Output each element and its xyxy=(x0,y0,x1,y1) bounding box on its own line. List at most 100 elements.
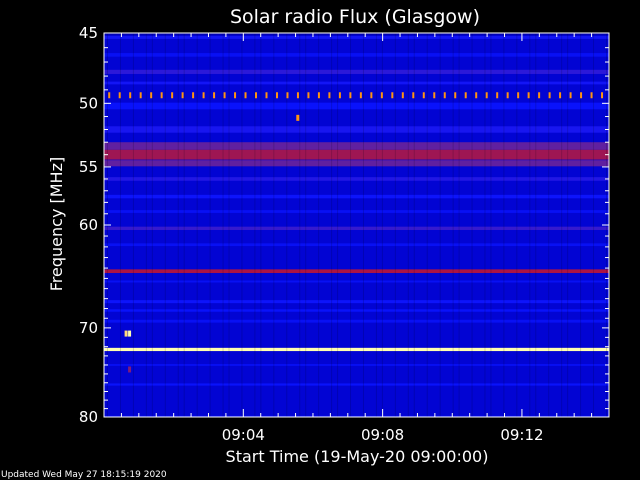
time-stripe xyxy=(567,33,569,417)
periodic-burst-mark xyxy=(496,92,499,99)
periodic-burst-mark xyxy=(296,92,299,99)
periodic-burst-mark xyxy=(171,92,174,99)
time-stripe xyxy=(362,33,364,417)
periodic-burst-mark xyxy=(265,92,268,99)
y-tick-label: 50 xyxy=(79,94,98,112)
periodic-burst-mark xyxy=(380,92,383,99)
frequency-band xyxy=(104,364,609,366)
time-stripe xyxy=(254,33,256,417)
time-stripe xyxy=(331,33,333,417)
frequency-band xyxy=(104,33,609,35)
periodic-burst-mark xyxy=(244,92,247,99)
time-stripe xyxy=(222,33,224,417)
time-stripe xyxy=(318,33,320,417)
y-axis-label: Frequency [MHz] xyxy=(47,157,66,291)
periodic-burst-mark xyxy=(202,92,205,99)
time-stripe xyxy=(375,33,377,417)
y-tick-label: 80 xyxy=(79,408,98,426)
y-tick-label: 45 xyxy=(79,24,98,42)
frequency-band xyxy=(104,53,609,57)
time-stripe xyxy=(561,33,563,417)
periodic-burst-mark xyxy=(391,92,394,99)
periodic-burst-mark xyxy=(286,92,289,99)
time-stripe xyxy=(593,33,595,417)
y-tick-label: 70 xyxy=(79,319,98,337)
periodic-burst-mark xyxy=(475,92,478,99)
frequency-band xyxy=(104,102,609,110)
frequency-band xyxy=(104,126,609,133)
burst-point xyxy=(296,114,300,121)
periodic-burst-mark xyxy=(328,92,331,99)
time-stripe xyxy=(305,33,307,417)
frequency-band xyxy=(104,269,609,274)
y-tick-label: 60 xyxy=(79,216,98,234)
periodic-burst-mark xyxy=(307,92,310,99)
frequency-band xyxy=(104,142,609,150)
x-axis-ticks: 09:04 09:08 09:12 xyxy=(103,33,610,444)
time-stripe xyxy=(260,33,262,417)
time-stripe xyxy=(337,33,339,417)
time-stripe xyxy=(516,33,518,417)
spectrogram-plot-area xyxy=(103,32,610,418)
periodic-burst-mark xyxy=(150,92,153,99)
periodic-burst-mark xyxy=(559,92,562,99)
frequency-bands xyxy=(104,33,609,417)
periodic-burst-mark xyxy=(129,92,132,99)
periodic-burst-mark xyxy=(506,92,509,99)
periodic-burst-mark xyxy=(433,92,436,99)
frequency-band xyxy=(104,347,609,352)
periodic-burst-mark xyxy=(359,92,362,99)
x-axis-label: Start Time (19-May-20 09:00:00) xyxy=(226,447,489,466)
time-stripe xyxy=(119,33,121,417)
time-stripe xyxy=(471,33,473,417)
periodic-burst-mark xyxy=(160,92,163,99)
periodic-burst-mark xyxy=(223,92,226,99)
time-stripe xyxy=(535,33,537,417)
time-stripe xyxy=(580,33,582,417)
frequency-band xyxy=(104,243,609,247)
periodic-burst-mark xyxy=(422,92,425,99)
time-stripe xyxy=(209,33,211,417)
periodic-burst-mark xyxy=(370,92,373,99)
periodic-burst-mark xyxy=(443,92,446,99)
periodic-burst-mark xyxy=(181,92,184,99)
periodic-burst-mark xyxy=(527,92,530,99)
time-stripe xyxy=(426,33,428,417)
spectrogram-background xyxy=(104,33,609,417)
frequency-band xyxy=(104,309,609,312)
periodic-burst-mark xyxy=(401,92,404,99)
periodic-burst-mark xyxy=(139,92,142,99)
time-stripe xyxy=(145,33,147,417)
y-tick-label: 55 xyxy=(79,158,98,176)
time-stripe xyxy=(381,33,383,417)
time-stripe xyxy=(183,33,185,417)
burst-markers xyxy=(108,92,604,373)
periodic-burst-mark xyxy=(412,92,415,99)
periodic-burst-mark xyxy=(485,92,488,99)
time-stripe xyxy=(273,33,275,417)
frequency-band xyxy=(104,300,609,304)
periodic-burst-mark xyxy=(538,92,541,99)
time-stripe xyxy=(299,33,301,417)
frequency-band xyxy=(104,383,609,386)
time-stripe xyxy=(452,33,454,417)
periodic-burst-mark xyxy=(255,92,258,99)
time-stripe xyxy=(241,33,243,417)
x-tick-label: 09:08 xyxy=(361,426,404,444)
time-stripe xyxy=(490,33,492,417)
periodic-burst-mark xyxy=(601,92,604,99)
time-stripe xyxy=(350,33,352,417)
periodic-burst-mark xyxy=(517,92,520,99)
periodic-burst-mark xyxy=(349,92,352,99)
time-stripe xyxy=(458,33,460,417)
time-stripe xyxy=(228,33,230,417)
frequency-band xyxy=(104,35,609,39)
time-stripe xyxy=(286,33,288,417)
time-stripe xyxy=(484,33,486,417)
chart-title: Solar radio Flux (Glasgow) xyxy=(230,6,480,28)
time-stripe xyxy=(413,33,415,417)
periodic-burst-mark xyxy=(118,92,121,99)
burst-point xyxy=(128,330,132,337)
time-stripe xyxy=(529,33,531,417)
burst-point xyxy=(128,366,132,373)
